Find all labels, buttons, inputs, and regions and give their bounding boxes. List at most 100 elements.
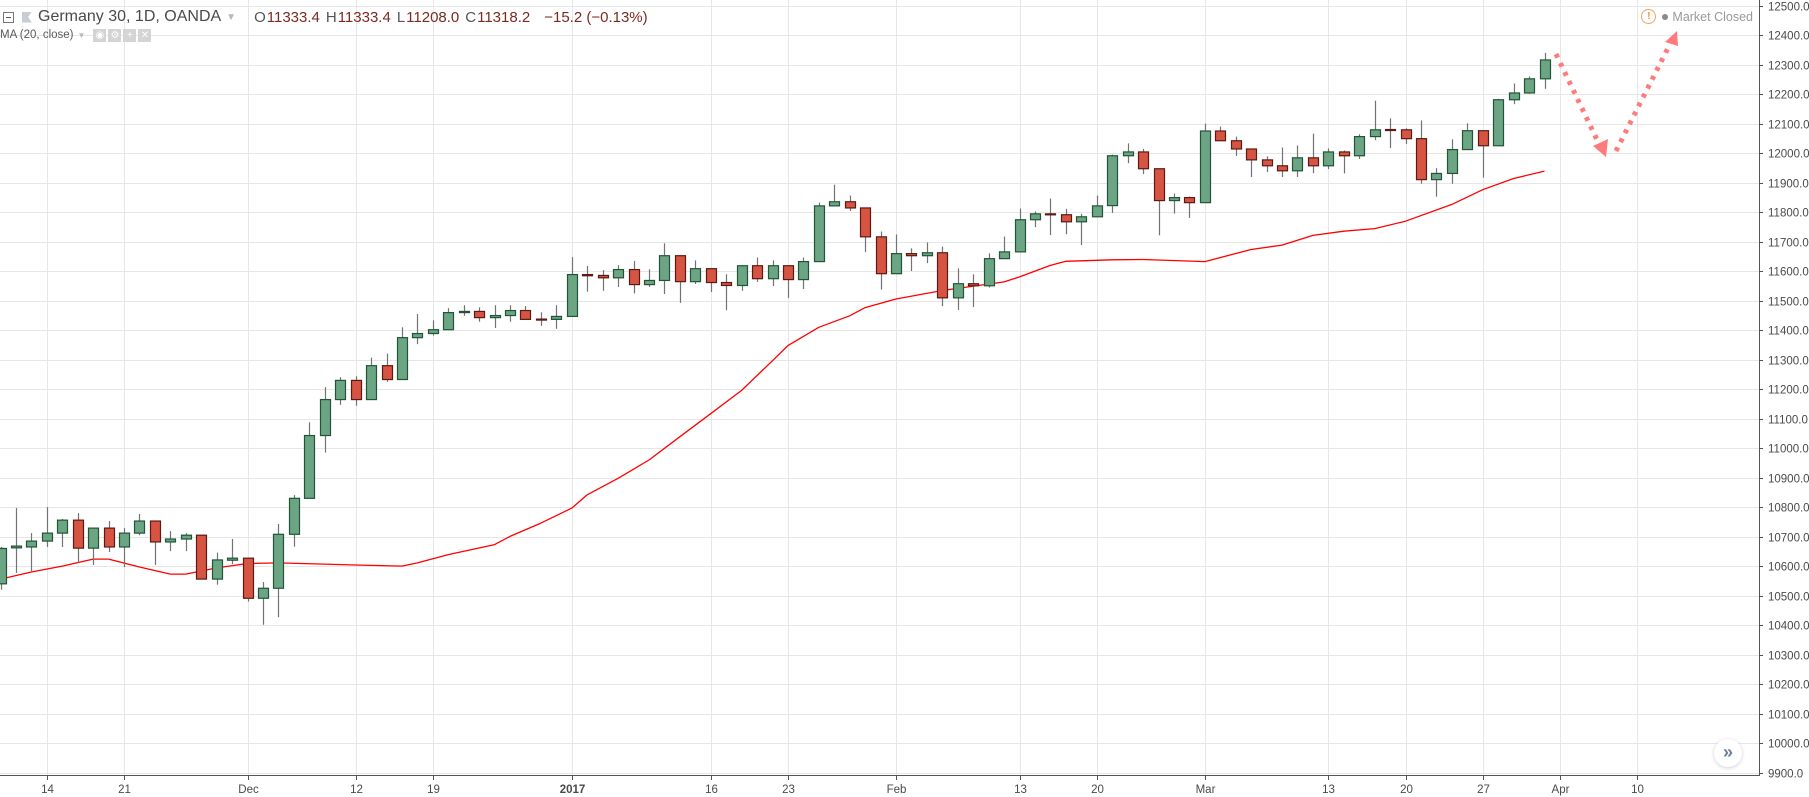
price-axis[interactable]: 12500.0 12400.0 12300.0 12200.0 12100.0 12000… — [1759, 2, 1809, 781]
candle-down[interactable] — [381, 353, 394, 382]
chevron-down-icon[interactable]: ▼ — [77, 30, 86, 40]
moving-average-line[interactable] — [0, 170, 1545, 580]
symbol-title[interactable]: Germany 30, 1D, OANDA — [38, 8, 222, 25]
candle-up[interactable] — [658, 243, 671, 295]
candle-up[interactable] — [1091, 195, 1104, 218]
candle-up[interactable] — [1508, 83, 1521, 105]
candle-up[interactable] — [56, 518, 69, 547]
candle-down[interactable] — [519, 306, 532, 320]
candle-up[interactable] — [689, 260, 702, 285]
candle-down[interactable] — [1183, 196, 1196, 218]
candle-up[interactable] — [1122, 143, 1135, 164]
candle-up[interactable] — [10, 508, 23, 573]
candle-down[interactable] — [1060, 208, 1073, 235]
close-icon[interactable]: ✕ — [138, 28, 152, 42]
candle-up[interactable] — [411, 314, 424, 345]
candle-up[interactable] — [504, 305, 517, 322]
candle-down[interactable] — [844, 195, 857, 211]
candle-down[interactable] — [1214, 126, 1227, 142]
candle-up[interactable] — [1291, 145, 1304, 177]
candle-down[interactable] — [1307, 133, 1320, 174]
candle-up[interactable] — [1075, 213, 1088, 246]
candle-up[interactable] — [1446, 139, 1459, 184]
candle-up[interactable] — [1430, 168, 1443, 197]
candle-down[interactable] — [1384, 118, 1397, 149]
candle-down[interactable] — [72, 513, 85, 564]
dotted-arrow-down-line[interactable] — [1553, 52, 1603, 148]
candle-up[interactable] — [1014, 208, 1027, 253]
candle-up[interactable] — [983, 253, 996, 288]
candle-down[interactable] — [581, 266, 594, 292]
candle-down[interactable] — [1338, 150, 1351, 174]
candle-down[interactable] — [195, 534, 208, 580]
candle-up[interactable] — [180, 533, 193, 552]
candle-up[interactable] — [226, 539, 239, 565]
candle-up[interactable] — [921, 242, 934, 264]
candle-down[interactable] — [936, 246, 949, 307]
chevron-down-icon[interactable]: ▼ — [226, 11, 237, 23]
candle-up[interactable] — [643, 269, 656, 287]
candle-up[interactable] — [1353, 134, 1366, 160]
candle-down[interactable] — [720, 274, 733, 311]
candle-up[interactable] — [288, 495, 301, 547]
candle-up[interactable] — [25, 533, 38, 572]
candle-down[interactable] — [782, 265, 795, 298]
candle-up[interactable] — [890, 234, 903, 275]
gear-icon[interactable]: ⚙ — [108, 28, 122, 42]
candle-down[interactable] — [674, 255, 687, 303]
scroll-to-realtime-button[interactable]: » — [1714, 739, 1742, 767]
dotted-arrow-up-line[interactable] — [1613, 42, 1673, 153]
candle-down[interactable] — [859, 207, 872, 253]
candle-up[interactable] — [1029, 211, 1042, 228]
candle-up[interactable] — [550, 305, 563, 329]
candle-down[interactable] — [350, 376, 363, 406]
candle-down[interactable] — [149, 520, 162, 565]
candle-down[interactable] — [1276, 147, 1289, 177]
candle-up[interactable] — [813, 202, 826, 263]
candle-up[interactable] — [164, 531, 177, 552]
eye-icon[interactable]: ◉ — [93, 28, 107, 42]
candle-down[interactable] — [1044, 198, 1057, 236]
candle-up[interactable] — [427, 320, 440, 336]
candle-down[interactable] — [597, 270, 610, 291]
candle-up[interactable] — [442, 308, 455, 331]
candle-up[interactable] — [1168, 193, 1181, 214]
candle-down[interactable] — [875, 231, 888, 290]
market-status[interactable]: ! Market Closed — [1641, 9, 1753, 24]
collapse-legend-button[interactable] — [3, 11, 14, 23]
candle-down[interactable] — [103, 521, 116, 552]
candle-down[interactable] — [1400, 128, 1413, 144]
candle-up[interactable] — [952, 268, 965, 310]
candle-down[interactable] — [473, 307, 486, 322]
candle-up[interactable] — [736, 265, 749, 291]
candle-up[interactable] — [1199, 123, 1212, 204]
candle-down[interactable] — [705, 268, 718, 292]
candle-up[interactable] — [118, 528, 131, 568]
time-axis[interactable]: 14 21 Dec 12 19 2017 16 23 Feb 13 20 Mar 13 20 27 Apr 10 — [41, 775, 1644, 796]
candle-down[interactable] — [905, 248, 918, 272]
plus-icon[interactable]: + — [123, 28, 137, 42]
candle-down[interactable] — [967, 274, 980, 307]
candle-down[interactable] — [1415, 120, 1428, 184]
candle-up[interactable] — [1539, 52, 1552, 89]
candle-down[interactable] — [1261, 156, 1274, 172]
candle-up[interactable] — [211, 552, 224, 585]
candle-up[interactable] — [998, 236, 1011, 260]
candle-up[interactable] — [767, 260, 780, 287]
candle-up[interactable] — [272, 523, 285, 618]
candle-up[interactable] — [1492, 98, 1505, 147]
candle-up[interactable] — [1369, 100, 1382, 141]
candle-up[interactable] — [1106, 154, 1119, 213]
candle-down[interactable] — [1477, 130, 1490, 178]
candle-up[interactable] — [1523, 76, 1536, 94]
candle-down[interactable] — [1230, 136, 1243, 157]
candle-up[interactable] — [319, 387, 332, 453]
candle-down[interactable] — [628, 261, 641, 294]
candle-up[interactable] — [303, 422, 316, 499]
candle-up[interactable] — [489, 305, 502, 328]
candle-up[interactable] — [0, 546, 8, 590]
candle-up[interactable] — [612, 265, 625, 287]
candle-up[interactable] — [458, 305, 471, 316]
candle-up[interactable] — [365, 357, 378, 401]
